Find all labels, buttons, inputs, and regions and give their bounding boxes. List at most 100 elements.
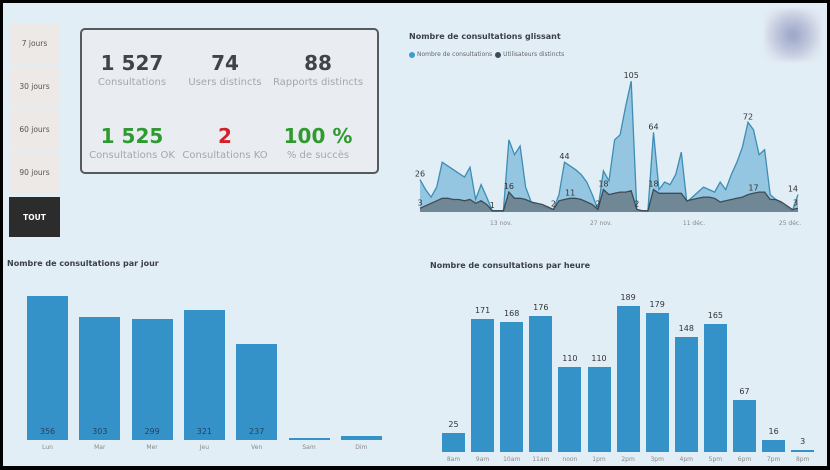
data-label: 1 [490,201,495,210]
bar-value-label: 148 [678,324,694,334]
kpi-value: 2 [218,124,232,148]
kpi-label: Consultations KO [182,150,268,161]
bar-mer[interactable] [131,318,173,440]
bar-value-label: 110 [562,353,578,363]
kpi-label: Rapports distincts [272,77,364,88]
bar-value-label: 179 [649,300,665,310]
bar-value-label: 3 [800,436,806,446]
data-label: 3 [793,198,798,207]
x-axis-label: 2pm [621,456,635,463]
x-axis-label: Mar [94,444,106,451]
day-chart-title: Nombre de consultations par jour [7,259,159,268]
data-label: 16 [504,182,514,191]
rolling-area-chart[interactable]: 26 1 2 44 105 64 72 14 3 16 11 2 18 2 18 17 3 13 nov. 27 n… [403,65,813,235]
bar-sam[interactable] [288,438,330,440]
period-button-30-jours[interactable]: 30 jours [9,66,60,107]
x-axis-label: 1pm [592,456,606,463]
kpi-label: Consultations OK [89,150,175,161]
legend-users-marker [495,51,502,58]
data-label: 72 [743,112,753,121]
kpi-card: 1 527 Consultations 74 Users distincts 88 Rap… [80,28,379,174]
area-users[interactable] [420,189,798,212]
bar-value-label: 165 [707,311,724,321]
bar-value-label: 176 [533,302,549,312]
period-button-tout[interactable]: TOUT [9,197,60,237]
x-axis-label: 5pm [708,456,723,463]
x-axis-label: 11am [532,456,550,463]
data-label: 26 [415,170,425,179]
x-axis-label: Lun [42,444,53,451]
bar-10am[interactable] [500,321,524,452]
x-axis-tick: 11 déc. [683,220,705,227]
period-button-7-jours[interactable]: 7 jours [9,23,60,64]
day-bar-chart[interactable]: 356 Lun 303 Mar 299 Mer 321 Jeu 237 Ven Sam Dim [3,273,403,463]
data-label: 18 [648,180,658,189]
bar-2pm[interactable] [616,305,640,452]
x-axis-label: noon [562,456,578,463]
data-label: 64 [648,122,658,131]
kpi-consultations: 1 527 Consultations [84,52,180,89]
bar-value-label: 189 [620,292,636,302]
bar-value-label: 321 [196,427,213,436]
x-axis-label: Ven [251,444,263,451]
kpi-label: Users distincts [188,77,262,88]
kpi-value: 74 [211,51,239,75]
data-label: 2 [634,200,639,209]
x-axis-label: 3pm [650,456,664,463]
bar-value-label: 16 [768,426,779,436]
bar-value-label: 110 [591,353,607,363]
kpi-value: 1 525 [100,124,164,148]
bar-dim[interactable] [340,436,382,440]
bar-jeu[interactable] [183,309,225,440]
data-label: 18 [598,180,608,189]
bar-value-label: 67 [739,387,750,397]
bar-8am[interactable] [442,432,465,452]
period-button-60-jours[interactable]: 60 jours [9,109,60,150]
bar-8pm[interactable] [791,449,815,452]
bar-6pm[interactable] [733,400,756,452]
hour-chart-title: Nombre de consultations par heure [430,261,591,270]
x-axis-label: Sam [302,444,316,451]
logo-image [765,9,821,61]
x-axis-label: Dim [355,444,368,451]
bar-4pm[interactable] [674,337,698,452]
bar-3pm[interactable] [645,313,669,452]
bar-7pm[interactable] [762,439,786,452]
data-label: 2 [551,200,556,209]
kpi-value: 1 527 [100,51,164,75]
bar-value-label: 168 [504,308,520,318]
bar-lun[interactable] [27,295,68,440]
bar-9am[interactable] [471,319,495,452]
data-label: 3 [417,198,422,207]
bar-value-label: 303 [92,427,108,436]
bar-mar[interactable] [79,317,121,440]
kpi-taux-succes: 100 % % de succès [270,125,366,162]
kpi-label: % de succès [286,150,350,161]
bar-value-label: 25 [448,419,459,429]
bar-value-label: 299 [144,427,160,436]
area-consultations[interactable] [420,81,798,212]
legend-users-label[interactable]: Utilisateurs distincts [503,51,565,58]
bar-11am[interactable] [529,315,553,452]
kpi-users-distincts: 74 Users distincts [177,52,273,89]
x-axis-label: 8am [446,456,461,463]
bar-ven[interactable] [236,343,278,440]
bar-5pm[interactable] [703,324,727,452]
data-label: 44 [559,152,569,161]
kpi-consultations-ok: 1 525 Consultations OK [84,125,180,162]
kpi-label: Consultations [97,77,167,88]
x-axis-label: Mer [146,444,158,451]
bar-1pm[interactable] [587,366,611,452]
hour-bar-chart[interactable]: 25 8am 171 9am 168 10am 176 11am 110 noon 110 1pm 18… [423,273,827,466]
data-label: 2 [595,200,600,209]
data-label: 11 [565,188,575,197]
legend-consultations-label[interactable]: Nombre de consultations [417,51,493,58]
line-consultations [419,81,799,212]
x-axis-label: 10am [503,456,521,463]
kpi-value: 100 % [283,124,353,148]
x-axis-tick: 25 déc. [779,220,801,227]
period-button-90-jours[interactable]: 90 jours [9,152,60,193]
rolling-chart-legend: Nombre de consultations Utilisateurs dis… [409,51,564,58]
data-label: 14 [788,185,798,194]
bar-noon[interactable] [558,366,582,452]
